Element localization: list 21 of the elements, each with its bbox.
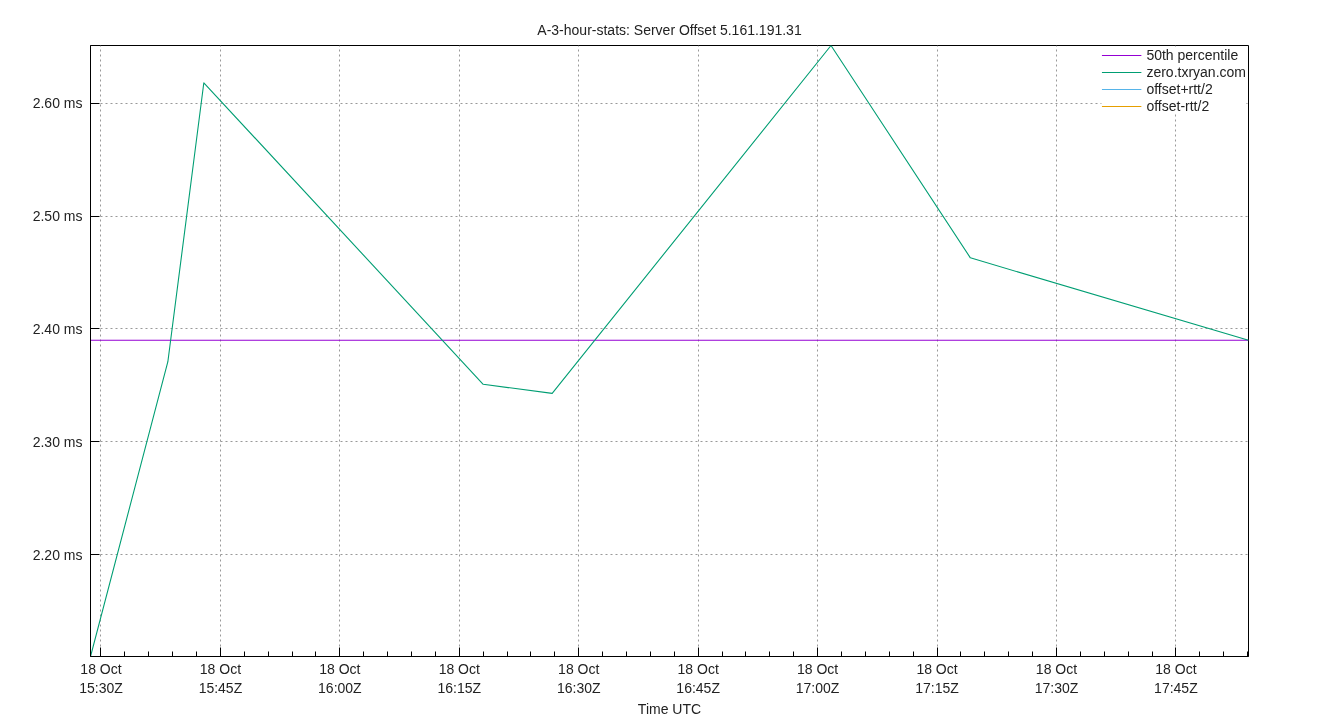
y-tick-label: 2.40 ms [32, 320, 83, 337]
chart-title: A-3-hour-stats: Server Offset 5.161.191.31 [537, 21, 802, 38]
y-tick-label: 2.20 ms [32, 546, 83, 563]
y-tick-label: 2.30 ms [32, 433, 83, 450]
legend-label: 50th percentile [1146, 47, 1239, 63]
legend-label: zero.txryan.com [1146, 64, 1246, 80]
x-tick-label: 18 Oct 15:45Z [198, 660, 243, 696]
legend-label: offset-rtt/2 [1146, 98, 1210, 114]
y-tick-label: 2.50 ms [32, 208, 83, 225]
legend-label: offset+rtt/2 [1146, 81, 1213, 97]
x-tick-label: 18 Oct 17:00Z [795, 660, 840, 696]
x-axis-title: Time UTC [637, 700, 702, 717]
x-tick-label: 18 Oct 15:30Z [79, 660, 124, 696]
x-tick-label: 18 Oct 17:45Z [1154, 660, 1199, 696]
x-tick-label: 18 Oct 17:30Z [1034, 660, 1079, 696]
x-tick-label: 18 Oct 16:30Z [556, 660, 601, 696]
y-tick-label: 2.60 ms [32, 95, 83, 112]
x-tick-label: 18 Oct 16:15Z [437, 660, 482, 696]
x-tick-label: 18 Oct 16:45Z [676, 660, 721, 696]
x-tick-label: 18 Oct 16:00Z [318, 660, 363, 696]
x-tick-label: 18 Oct 17:15Z [915, 660, 960, 696]
